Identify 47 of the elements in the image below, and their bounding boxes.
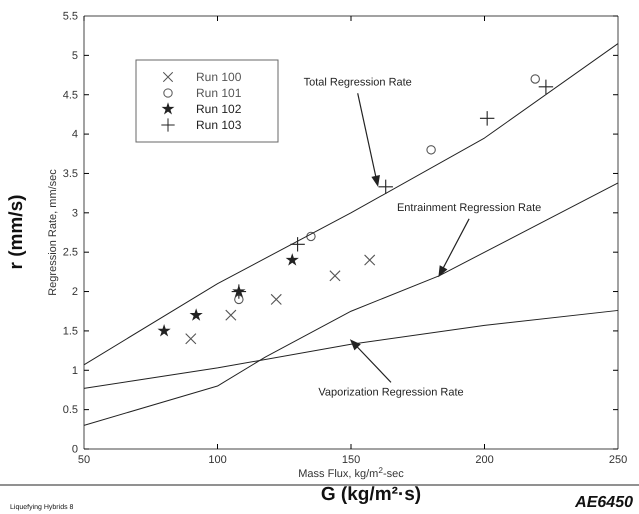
point <box>538 79 554 95</box>
point <box>185 333 196 344</box>
legend-label: Run 101 <box>196 86 242 100</box>
x-tick-label: 200 <box>475 454 494 466</box>
annotation: Total Regression Rate <box>304 76 412 88</box>
x-tick-label: 50 <box>78 454 90 466</box>
y-tick-label: 2.5 <box>62 246 78 259</box>
annotation: Vaporization Regression Rate <box>318 386 464 398</box>
y-tick-label: 4.5 <box>62 89 78 102</box>
y-tick-label: 5.5 <box>62 10 78 23</box>
x-tick-label: 100 <box>208 454 227 466</box>
annotation: Entrainment Regression Rate <box>396 202 542 214</box>
line-series <box>84 182 618 426</box>
point <box>426 145 436 155</box>
y-tick-label: 0 <box>72 444 78 456</box>
text: r (mm/s) <box>6 194 27 270</box>
point <box>378 179 394 195</box>
point <box>286 254 298 265</box>
text: G (kg/m²·s) <box>320 484 422 505</box>
point <box>190 309 202 320</box>
x-tick-label: 150 <box>342 454 360 466</box>
y-tick-label: 0.5 <box>62 404 78 416</box>
legend-label: Run 103 <box>196 118 242 132</box>
legend-label: Run 102 <box>196 102 242 116</box>
point <box>479 110 495 126</box>
y-tick-label: 5 <box>72 50 78 62</box>
y-tick-label: 4 <box>72 128 78 141</box>
point <box>234 294 244 304</box>
point <box>530 74 540 84</box>
y-tick-label: 1.5 <box>62 325 78 338</box>
y-axis-title: Regression Rate, mm/sec <box>47 168 59 296</box>
line-series <box>84 43 618 366</box>
point <box>225 310 237 321</box>
x-tick-label: 250 <box>608 454 628 466</box>
point <box>290 236 306 252</box>
legend-label: Run 100 <box>196 70 242 84</box>
x-axis-title: Mass Flux, kg/m$^{2}$-sec <box>298 466 404 480</box>
y-tick-label: 2 <box>72 286 78 298</box>
y-tick-label: 1 <box>72 364 78 377</box>
text: AE6450 <box>574 494 634 511</box>
y-tick-label: 3.5 <box>62 168 78 180</box>
point <box>158 325 170 336</box>
point <box>270 294 282 306</box>
point <box>306 232 316 242</box>
point <box>364 254 376 266</box>
point <box>329 270 341 282</box>
y-tick-label: 3 <box>72 207 78 220</box>
